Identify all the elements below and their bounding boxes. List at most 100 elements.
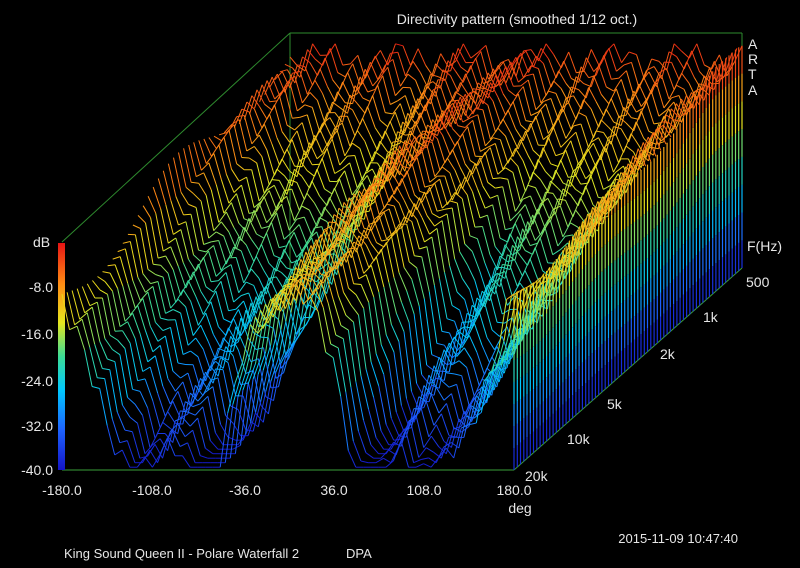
trace-segment	[484, 152, 494, 179]
trace-segment	[647, 136, 657, 157]
trace-segment	[347, 85, 356, 114]
trace-segment	[281, 240, 290, 259]
trace-segment	[415, 463, 424, 468]
trace-segment	[394, 87, 404, 96]
trace-segment	[360, 224, 370, 246]
trace-segment	[92, 280, 101, 291]
trace-segment	[317, 272, 327, 290]
trace-segment	[142, 273, 151, 284]
trace-segment	[401, 302, 410, 323]
trace-segment	[411, 391, 420, 411]
trace-segment	[309, 92, 318, 101]
trace-segment	[235, 300, 244, 310]
trace-segment	[426, 123, 436, 147]
trace-segment	[231, 168, 240, 182]
trace-segment	[407, 113, 416, 124]
trace-segment	[326, 127, 336, 147]
trace-segment	[585, 171, 594, 180]
trace-segment	[319, 195, 328, 206]
trace-segment	[97, 377, 105, 380]
trace-segment	[500, 58, 509, 64]
trace-segment	[129, 343, 139, 381]
trace-segment	[681, 100, 690, 123]
trace-segment	[618, 116, 627, 124]
trace-segment	[402, 121, 411, 130]
trace-segment	[519, 185, 529, 202]
trace-segment	[205, 245, 214, 253]
trace-segment	[335, 334, 344, 340]
trace-segment	[436, 208, 445, 212]
trace-segment	[89, 301, 98, 307]
trace-segment	[507, 223, 516, 243]
trace-segment	[610, 116, 620, 145]
trace-segment	[137, 423, 146, 454]
trace-segment	[408, 322, 418, 384]
trace-segment	[289, 179, 298, 183]
trace-segment	[476, 352, 485, 375]
trace-segment	[177, 362, 186, 365]
trace-segment	[590, 137, 599, 143]
trace-segment	[255, 256, 265, 271]
trace-segment	[477, 45, 487, 53]
trace-segment	[616, 64, 625, 72]
trace-segment	[595, 55, 605, 76]
colorbar	[58, 243, 65, 470]
trace-segment	[287, 280, 296, 295]
trace-segment	[243, 302, 252, 332]
trace-segment	[516, 288, 525, 293]
trace-segment	[622, 172, 631, 178]
trace-segment	[340, 229, 350, 238]
trace-segment	[356, 205, 365, 229]
trace-segment	[295, 264, 305, 304]
trace-segment	[343, 202, 352, 214]
trace-segment	[242, 395, 252, 422]
trace-segment	[162, 422, 171, 429]
trace-segment	[464, 120, 474, 128]
trace-segment	[198, 140, 207, 164]
trace-segment	[475, 58, 484, 84]
trace-segment	[364, 168, 373, 175]
trace-segment	[296, 104, 306, 112]
trace-segment	[285, 283, 294, 286]
trace-segment	[367, 88, 376, 93]
trace-segment	[663, 97, 672, 109]
trace-segment	[376, 242, 385, 248]
trace-segment	[432, 116, 441, 142]
trace-segment	[169, 391, 179, 405]
trace-segment	[384, 130, 394, 147]
trace-segment	[243, 226, 252, 240]
trace-segment	[356, 188, 365, 207]
trace-segment	[254, 316, 264, 329]
trace-segment	[400, 440, 409, 468]
trace-segment	[386, 242, 395, 278]
trace-segment	[489, 254, 498, 271]
trace-segment	[398, 341, 407, 399]
trace-segment	[275, 353, 284, 373]
trace-segment	[345, 220, 355, 235]
trace-segment	[529, 242, 538, 247]
trace-segment	[457, 48, 467, 63]
trace-segment	[573, 123, 582, 127]
trace-segment	[223, 137, 232, 170]
trace-segment	[281, 131, 291, 143]
trace-segment	[393, 277, 402, 303]
trace-segment	[246, 177, 255, 208]
trace-segment	[187, 442, 196, 463]
trace-segment	[147, 195, 157, 214]
trace-segment	[517, 130, 527, 150]
trace-segment	[673, 43, 683, 52]
trace-segment	[192, 271, 202, 292]
trace-segment	[607, 171, 617, 182]
trace-segment	[603, 140, 612, 149]
trace-segment	[119, 321, 128, 328]
trace-segment	[454, 100, 464, 123]
trace-segment	[245, 281, 254, 286]
trace-segment	[459, 184, 468, 196]
trace-segment	[222, 337, 232, 348]
trace-segment	[315, 288, 324, 308]
trace-segment	[254, 84, 263, 109]
trace-segment	[430, 394, 440, 414]
trace-segment	[470, 114, 478, 119]
trace-segment	[267, 371, 277, 414]
trace-segment	[368, 256, 377, 268]
